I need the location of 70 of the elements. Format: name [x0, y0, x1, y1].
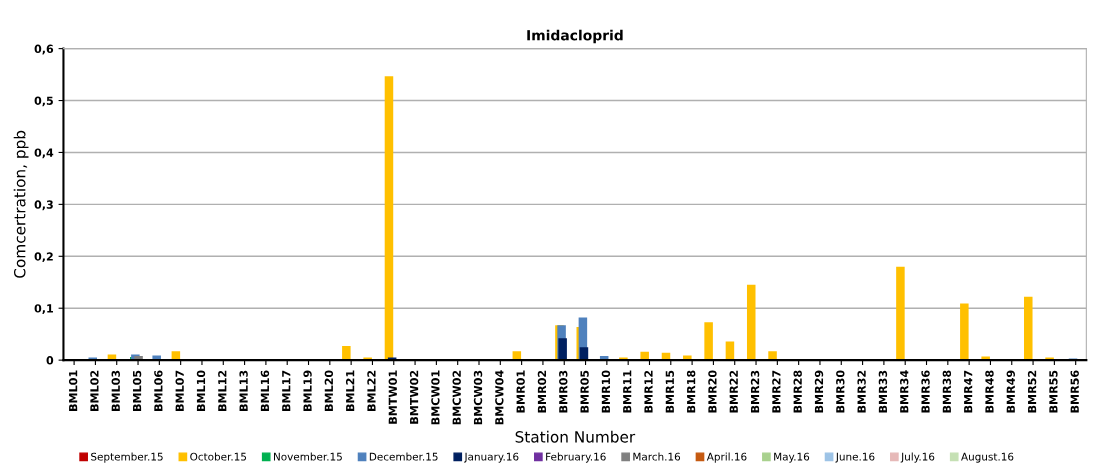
legend-label: September.15: [91, 452, 163, 463]
x-tick-label: BMR22: [729, 370, 738, 413]
x-tick-label: BMR52: [1027, 370, 1037, 413]
x-tick-label: BML02: [90, 370, 99, 411]
x-tick-label: BMTW01: [388, 370, 397, 424]
y-tick-label: 0,3: [34, 200, 53, 211]
x-tick-label: BMR11: [623, 370, 632, 413]
x-tick-label: BMR23: [750, 370, 760, 413]
x-tick-label: BMR30: [836, 370, 845, 413]
x-tick-label: BML12: [218, 370, 227, 411]
x-tick-label: BMR38: [942, 370, 952, 413]
legend-label: February.16: [546, 452, 606, 463]
x-tick-label: BML06: [154, 370, 163, 411]
legend-label: October.15: [190, 452, 247, 461]
y-tick-label: 0,6: [34, 44, 54, 55]
x-tick-label: BML05: [132, 370, 142, 411]
legend-label: April.16: [706, 452, 747, 463]
x-tick-label: BMR15: [665, 370, 675, 413]
x-tick-label: BMR36: [921, 370, 930, 413]
x-tick-label: BML07: [175, 370, 184, 411]
x-tick-label: BMTW02: [409, 370, 419, 424]
y-tick-label: 0: [46, 356, 54, 365]
x-tick-label: BMR03: [559, 370, 568, 413]
x-tick-label: BMR48: [985, 370, 994, 413]
x-tick-label: BMR33: [878, 370, 888, 413]
x-axis-title: Station Number: [515, 430, 636, 443]
x-tick-label: BMR05: [580, 370, 589, 413]
x-tick-label: BML22: [367, 370, 376, 411]
x-tick-label: BMR28: [793, 370, 802, 413]
x-tick-label: BMR10: [601, 370, 611, 413]
chart-title: Imidacloprid: [527, 29, 623, 44]
x-tick-label: BMR32: [857, 370, 866, 413]
x-tick-label: BML16: [260, 370, 270, 411]
x-tick-label: BMR12: [644, 370, 653, 413]
x-tick-label: BMCW02: [452, 370, 461, 425]
y-tick-label: 0,4: [34, 148, 54, 159]
y-tick-label: 0,1: [34, 304, 53, 315]
x-tick-label: BML17: [282, 370, 291, 411]
x-tick-label: BML19: [303, 370, 312, 411]
x-tick-label: BMR34: [900, 370, 909, 413]
x-tick-label: BML10: [196, 370, 206, 411]
x-tick-label: BML20: [324, 370, 334, 411]
x-tick-label: BMCW03: [473, 370, 483, 425]
legend-label: March.16: [633, 452, 681, 461]
legend-label: August.16: [961, 452, 1014, 463]
y-axis-title: Comcertration, ppb: [13, 130, 29, 278]
legend-label: May.16: [774, 452, 810, 463]
legend-label: December.15: [369, 452, 438, 461]
legend-label: January.16: [463, 452, 519, 463]
x-tick-label: BMR29: [814, 370, 824, 413]
x-tick-label: BMR55: [1049, 370, 1058, 413]
y-tick-label: 0,2: [34, 252, 53, 263]
x-tick-label: BMR20: [708, 370, 717, 413]
x-tick-label: BMR01: [516, 370, 525, 413]
legend-label: November.15: [274, 452, 342, 461]
x-tick-label: BML21: [345, 370, 355, 411]
x-tick-label: BML13: [239, 370, 248, 411]
x-tick-label: BMR56: [1070, 370, 1079, 413]
x-tick-label: BMCW01: [431, 370, 440, 425]
legend-label: June.16: [835, 452, 875, 463]
y-tick-label: 0,5: [34, 96, 53, 107]
x-tick-label: BMR02: [537, 370, 547, 413]
x-tick-label: BML01: [68, 370, 78, 411]
legend-label: July.16: [900, 452, 935, 463]
x-tick-label: BMR27: [772, 370, 781, 413]
x-tick-label: BMCW04: [495, 370, 504, 425]
x-tick-label: BMR47: [964, 370, 973, 413]
x-tick-label: BMR49: [1006, 370, 1015, 413]
x-tick-label: BMR18: [686, 370, 696, 413]
x-tick-label: BML03: [111, 370, 120, 411]
